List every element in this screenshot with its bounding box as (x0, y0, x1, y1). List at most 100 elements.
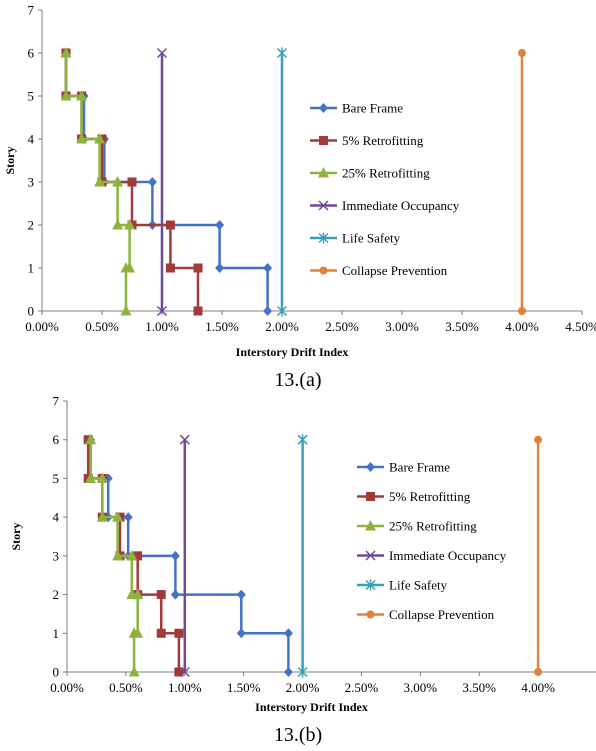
data-point (276, 47, 288, 59)
data-point (85, 472, 97, 483)
x-tick-label: 1.00% (168, 680, 202, 695)
data-point (124, 262, 136, 273)
data-point (156, 305, 168, 317)
legend-marker (366, 610, 375, 619)
legend-label: Collapse Prevention (342, 263, 448, 278)
data-point (128, 666, 140, 677)
data-point (133, 551, 143, 561)
data-point (60, 47, 72, 58)
data-point (236, 628, 246, 639)
data-point (170, 589, 180, 600)
data-point (276, 305, 288, 317)
series-5pct-retrofitting (61, 48, 203, 316)
data-point (76, 90, 88, 101)
data-point (283, 628, 293, 639)
data-point (124, 219, 136, 230)
data-point (283, 667, 293, 677)
data-point (94, 176, 106, 187)
series-25pct-retrofitting (60, 47, 136, 316)
data-point (123, 512, 133, 523)
legend-label: Life Safety (389, 578, 448, 593)
data-point (174, 667, 184, 677)
chart-panel-2: 0 1 2 3 4 5 6 7 0.00% 0.50% 1.00% 1.50% 2.00% 2.50% 3.… (9, 394, 596, 746)
y-tick-label: 7 (53, 394, 60, 409)
data-point (179, 434, 190, 445)
legend: Bare Frame 5% Retrofitting 25% Retrofittin… (357, 460, 507, 622)
data-point (534, 435, 543, 444)
data-point (96, 472, 108, 483)
x-tick-label: 0.00% (50, 680, 84, 695)
legend-marker (318, 167, 329, 178)
x-axis-title: Interstory Drift Index (236, 345, 349, 359)
x-tick-label: 3.50% (445, 319, 479, 334)
x-tick-label: 2.50% (325, 319, 359, 334)
legend: Bare Frame 5% Retrofitting 25% Retrofittin… (310, 101, 460, 278)
legend-item-bare-frame: Bare Frame (310, 101, 403, 116)
x-tick-label: 4.00% (521, 680, 555, 695)
data-point (518, 49, 526, 57)
figure-caption: 13.(a) (274, 369, 321, 391)
data-point (127, 177, 137, 187)
legend-marker (366, 492, 375, 501)
y-tick-label: 1 (53, 626, 60, 641)
legend-item-25pct-retrofitting: 25% Retrofitting (357, 519, 477, 534)
y-tick-label: 2 (53, 587, 60, 602)
series-immediate-occupancy (156, 47, 168, 317)
y-tick-label: 4 (28, 132, 35, 147)
y-axis-title: Story (9, 523, 23, 551)
data-point (60, 90, 72, 101)
data-point (193, 306, 203, 316)
data-point (263, 263, 273, 273)
data-point (215, 263, 225, 273)
legend-label: 5% Retrofitting (389, 489, 471, 504)
x-tick-label: 3.00% (385, 319, 419, 334)
legend-marker (365, 579, 376, 591)
x-tick-label: 4.00% (505, 319, 539, 334)
legend-marker (366, 462, 375, 472)
y-axis-title: Story (3, 147, 17, 175)
data-point (297, 434, 308, 446)
x-tick-label: 4.50% (565, 319, 596, 334)
data-point (126, 588, 138, 600)
data-point (147, 177, 157, 187)
y-tick-label: 4 (53, 510, 60, 525)
legend-item-immediate-occupancy: Immediate Occupancy (357, 548, 507, 563)
legend-item-5pct-retrofitting: 5% Retrofitting (357, 489, 471, 504)
legend-item-5pct-retrofitting: 5% Retrofitting (310, 133, 424, 148)
series-bare-frame (61, 48, 273, 316)
x-tick-label: 0.00% (25, 319, 59, 334)
data-point (120, 305, 132, 316)
y-tick-label: 6 (53, 432, 60, 447)
legend-label: Bare Frame (342, 101, 403, 116)
data-point (76, 133, 88, 144)
x-tick-label: 3.50% (462, 680, 496, 695)
data-point (215, 220, 225, 230)
x-tick-label: 3.00% (404, 680, 438, 695)
series-life-safety (297, 434, 308, 678)
y-tick-label: 1 (28, 261, 35, 276)
x-tick-label: 0.50% (85, 319, 119, 334)
legend-label: 5% Retrofitting (342, 133, 424, 148)
data-point (170, 550, 180, 561)
data-point (165, 220, 175, 230)
legend-item-bare-frame: Bare Frame (357, 460, 450, 475)
x-tick-label: 2.00% (265, 319, 299, 334)
data-point (112, 549, 124, 561)
legend-label: Bare Frame (389, 460, 450, 475)
legend-marker (318, 200, 329, 211)
series-collapse-prevention (518, 49, 526, 315)
series-collapse-prevention (534, 435, 543, 676)
data-point (126, 549, 138, 561)
y-tick-label: 0 (28, 304, 35, 319)
series-25pct-retrofitting (85, 433, 144, 677)
y-tick-label: 5 (53, 471, 60, 486)
legend-label: Immediate Occupancy (342, 198, 460, 213)
data-point (156, 590, 166, 600)
data-point (156, 628, 166, 638)
legend-item-life-safety: Life Safety (357, 578, 448, 593)
legend-marker (319, 266, 328, 275)
data-point (534, 668, 543, 676)
data-point (263, 306, 273, 316)
x-tick-label: 1.50% (227, 680, 261, 695)
